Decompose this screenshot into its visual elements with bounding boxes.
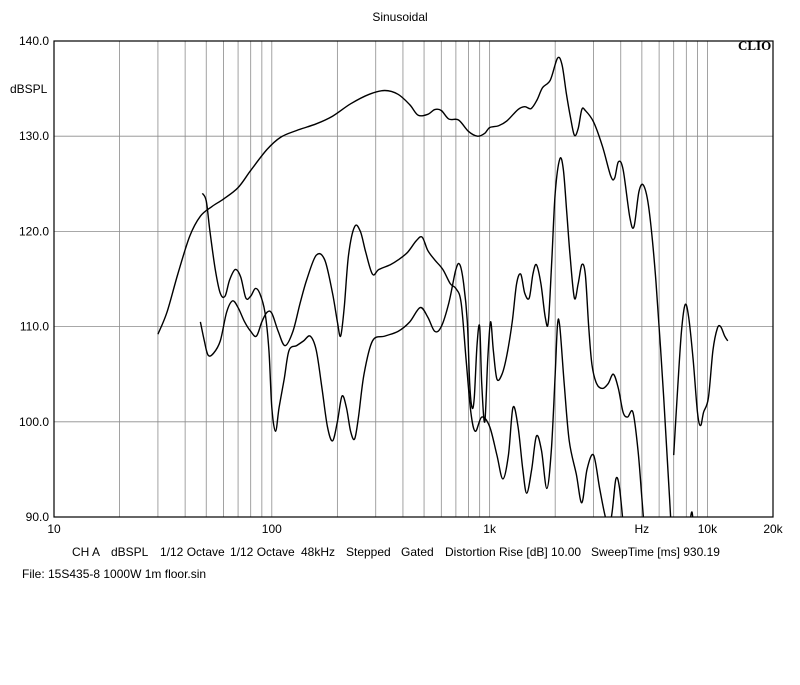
- grid: [54, 41, 773, 517]
- y-tick-label: 110.0: [20, 320, 49, 334]
- footer-smoothing-2: 1/12 Octave: [230, 545, 295, 559]
- series-line-1: [157, 56, 672, 517]
- footer-smoothing-1: 1/12 Octave: [160, 545, 225, 559]
- y-tick-label: 130.0: [19, 129, 49, 143]
- series-line-6: [672, 303, 729, 456]
- clio-brand: CLIO: [738, 38, 772, 53]
- series-line-5: [689, 511, 694, 517]
- x-tick-label: 1k: [483, 522, 497, 536]
- footer-rate: 48kHz: [301, 545, 336, 559]
- x-tick-label: 10: [47, 522, 61, 536]
- y-tick-label: 140.0: [19, 34, 49, 48]
- footer-settings: CH A dBSPL 1/12 Octave 1/12 Octave 48kHz…: [0, 545, 800, 685]
- file-name: File: 15S435-8 1000W 1m floor.sin: [22, 567, 207, 581]
- footer-gate: Gated: [401, 545, 434, 559]
- x-tick-label: 20k: [763, 522, 783, 536]
- y-tick-label: 90.0: [26, 510, 50, 524]
- x-tick-label: 10k: [698, 522, 718, 536]
- footer-channel: CH A: [72, 545, 101, 559]
- footer-sweep: SweepTime [ms] 930.19: [591, 545, 720, 559]
- series-line-2: [201, 157, 645, 517]
- series-line-3: [199, 224, 607, 517]
- chart-title: Sinusoidal: [372, 10, 428, 24]
- plot-frame: [53, 40, 774, 518]
- footer-unit: dBSPL: [111, 545, 149, 559]
- footer-distortion: Distortion Rise [dB] 10.00: [445, 545, 582, 559]
- y-axis-label: dBSPL: [10, 82, 48, 96]
- x-tick-label: 100: [262, 522, 282, 536]
- plot-svg: 140.0 130.0 120.0 110.0 100.0 90.010 100 1k Hz 10…: [19, 34, 784, 536]
- y-tick-label: 120.0: [19, 224, 49, 238]
- series-group: [157, 56, 729, 517]
- series-line-4: [610, 476, 624, 517]
- x-tick-label: Hz: [635, 522, 650, 536]
- footer-mode: Stepped: [346, 545, 391, 559]
- y-tick-label: 100.0: [19, 415, 49, 429]
